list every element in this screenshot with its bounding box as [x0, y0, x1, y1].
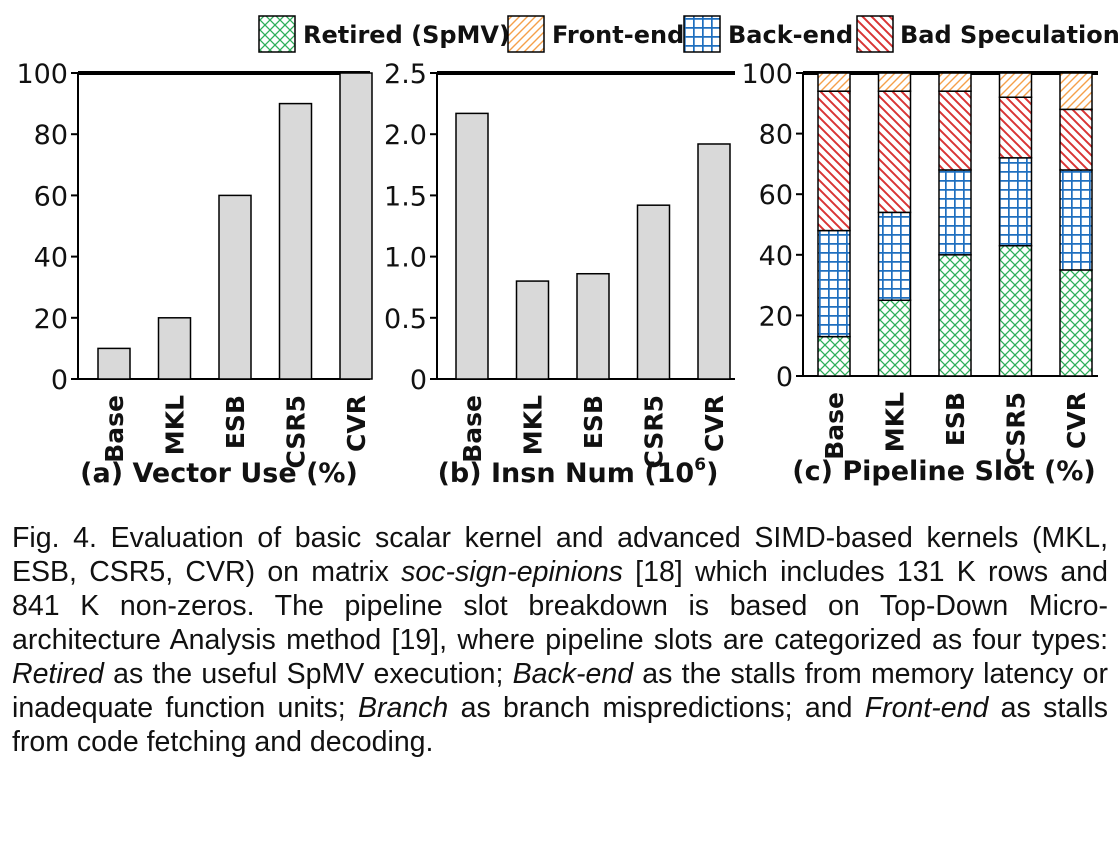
panel-b-title-end: ) — [706, 458, 718, 489]
bar-segment-badspec — [1059, 108, 1093, 171]
x-tick-label: CVR — [342, 395, 371, 452]
x-tick-label: Base — [820, 392, 849, 460]
x-tick-label: CVR — [700, 395, 729, 452]
y-tick-label: 100 — [741, 59, 793, 90]
bar-segment-badspec — [998, 96, 1033, 159]
bar-segment-badspec — [817, 90, 851, 232]
bar — [157, 317, 192, 380]
bar-segment-badspec — [877, 90, 912, 214]
bar — [97, 347, 131, 380]
legend-label: Back-end — [728, 21, 853, 49]
bar — [218, 194, 252, 380]
y-tick-label: 0 — [776, 362, 793, 393]
y-tick-label: 1.0 — [384, 243, 427, 274]
bar — [278, 102, 313, 380]
x-tick-label: CSR5 — [1002, 392, 1031, 465]
caption-mid1: [18] which includes 131 K rows and 841 K… — [12, 556, 1108, 656]
bar — [455, 112, 489, 380]
bar-segment-retired — [998, 244, 1033, 377]
x-tick-label: ESB — [941, 392, 970, 446]
panel-vector-use: 0 20 40 60 80 100 Base MKL ESB CSR5 CVR — [16, 59, 373, 468]
x-tick-label: MKL — [881, 392, 910, 452]
bar-segment-frontend — [998, 72, 1033, 98]
bar-segment-frontend — [938, 72, 972, 92]
y-tick-label: 60 — [34, 181, 68, 212]
y-tick-label: 60 — [759, 180, 793, 211]
x-tick-label: ESB — [579, 395, 608, 449]
bar — [636, 204, 671, 380]
x-tick-label: Base — [100, 395, 129, 463]
y-tick-label: 0.5 — [384, 304, 427, 335]
bar-segment-frontend — [1059, 72, 1093, 111]
y-tick-label: 20 — [34, 304, 68, 335]
panel-b-title-main: (b) Insn Num (10 — [438, 458, 695, 489]
bar-segment-badspec — [938, 90, 972, 171]
figure: Retired (SpMV) Front-end Back-end Bad Specu… — [16, 15, 1120, 489]
x-tick-label: Base — [458, 395, 487, 463]
legend-label: Front-end — [552, 21, 684, 49]
x-tick-label: CSR5 — [640, 395, 669, 468]
bar-segment-frontend — [817, 72, 851, 92]
panel-c-title: (c) Pipeline Slot (%) — [792, 456, 1096, 487]
bar-segment-backend — [877, 211, 912, 302]
panel-b-title: (b) Insn Num (106) — [438, 455, 719, 489]
caption-matrix: soc-sign-epinions — [401, 556, 623, 588]
x-tick-label: MKL — [519, 395, 548, 455]
caption-branch: Branch — [357, 692, 449, 724]
bar — [339, 72, 373, 380]
panel-insn-num: 0 0.5 1.0 1.5 2.0 2.5 Base MKL ESB CSR5 CVR — [384, 59, 735, 468]
y-tick-label: 40 — [34, 243, 68, 274]
caption-prefix: Fig. 4. Evaluation of basic scalar kerne… — [12, 522, 1108, 588]
bar — [697, 143, 731, 380]
caption-mid4: as branch mispredictions; and — [448, 692, 865, 724]
bar-segment-retired — [817, 335, 851, 377]
x-tick-label: MKL — [161, 395, 190, 455]
x-tick-label: ESB — [221, 395, 250, 449]
legend-label: Bad Speculation — [900, 21, 1120, 49]
bar — [515, 280, 550, 380]
y-tick-label: 1.5 — [384, 181, 427, 212]
bar-segment-frontend — [877, 72, 912, 92]
panel-b-title-sup: 6 — [694, 455, 706, 475]
caption-mid2: as the useful SpMV execution; — [103, 658, 513, 690]
bar-segment-backend — [938, 169, 972, 256]
bar-segment-retired — [1059, 269, 1093, 377]
y-tick-label: 2.0 — [384, 120, 427, 151]
legend-swatch-retired — [258, 15, 296, 53]
bar-segment-backend — [998, 157, 1033, 247]
bar-segment-retired — [877, 299, 912, 377]
legend-swatch-frontend — [507, 15, 545, 53]
x-tick-label: CVR — [1062, 392, 1091, 449]
y-tick-label: 100 — [16, 59, 68, 90]
bar-segment-retired — [938, 254, 972, 377]
y-tick-label: 2.5 — [384, 59, 427, 90]
bar-segment-backend — [817, 229, 851, 338]
legend-swatch-backend — [683, 15, 721, 53]
caption-backend: Back-end — [512, 658, 634, 690]
bar — [576, 272, 610, 380]
y-tick-label: 40 — [759, 241, 793, 272]
panel-a-title: (a) Vector Use (%) — [80, 458, 358, 489]
x-tick-label: CSR5 — [282, 395, 311, 468]
legend: Retired (SpMV) Front-end Back-end Bad Specu… — [258, 15, 1120, 53]
caption-suffix: as stalls from code fetching and decodin… — [12, 692, 1109, 758]
panel-pipeline-slot: 0 20 40 60 80 100 Base MKL ESB CSR5 CVR — [741, 59, 1098, 465]
y-tick-label: 80 — [34, 120, 68, 151]
caption-retired: Retired — [12, 658, 104, 690]
figure-caption: Fig. 4. Evaluation of basic scalar kerne… — [12, 521, 1108, 759]
y-tick-label: 0 — [410, 365, 427, 396]
y-tick-label: 80 — [759, 120, 793, 151]
legend-swatch-badspec — [856, 15, 894, 53]
bar-segment-backend — [1059, 169, 1093, 271]
caption-frontend: Front-end — [864, 692, 989, 724]
y-tick-label: 0 — [51, 365, 68, 396]
y-tick-label: 20 — [759, 301, 793, 332]
legend-label: Retired (SpMV) — [303, 21, 510, 49]
caption-mid3: as the stalls from memory latency or ina… — [12, 658, 1108, 724]
